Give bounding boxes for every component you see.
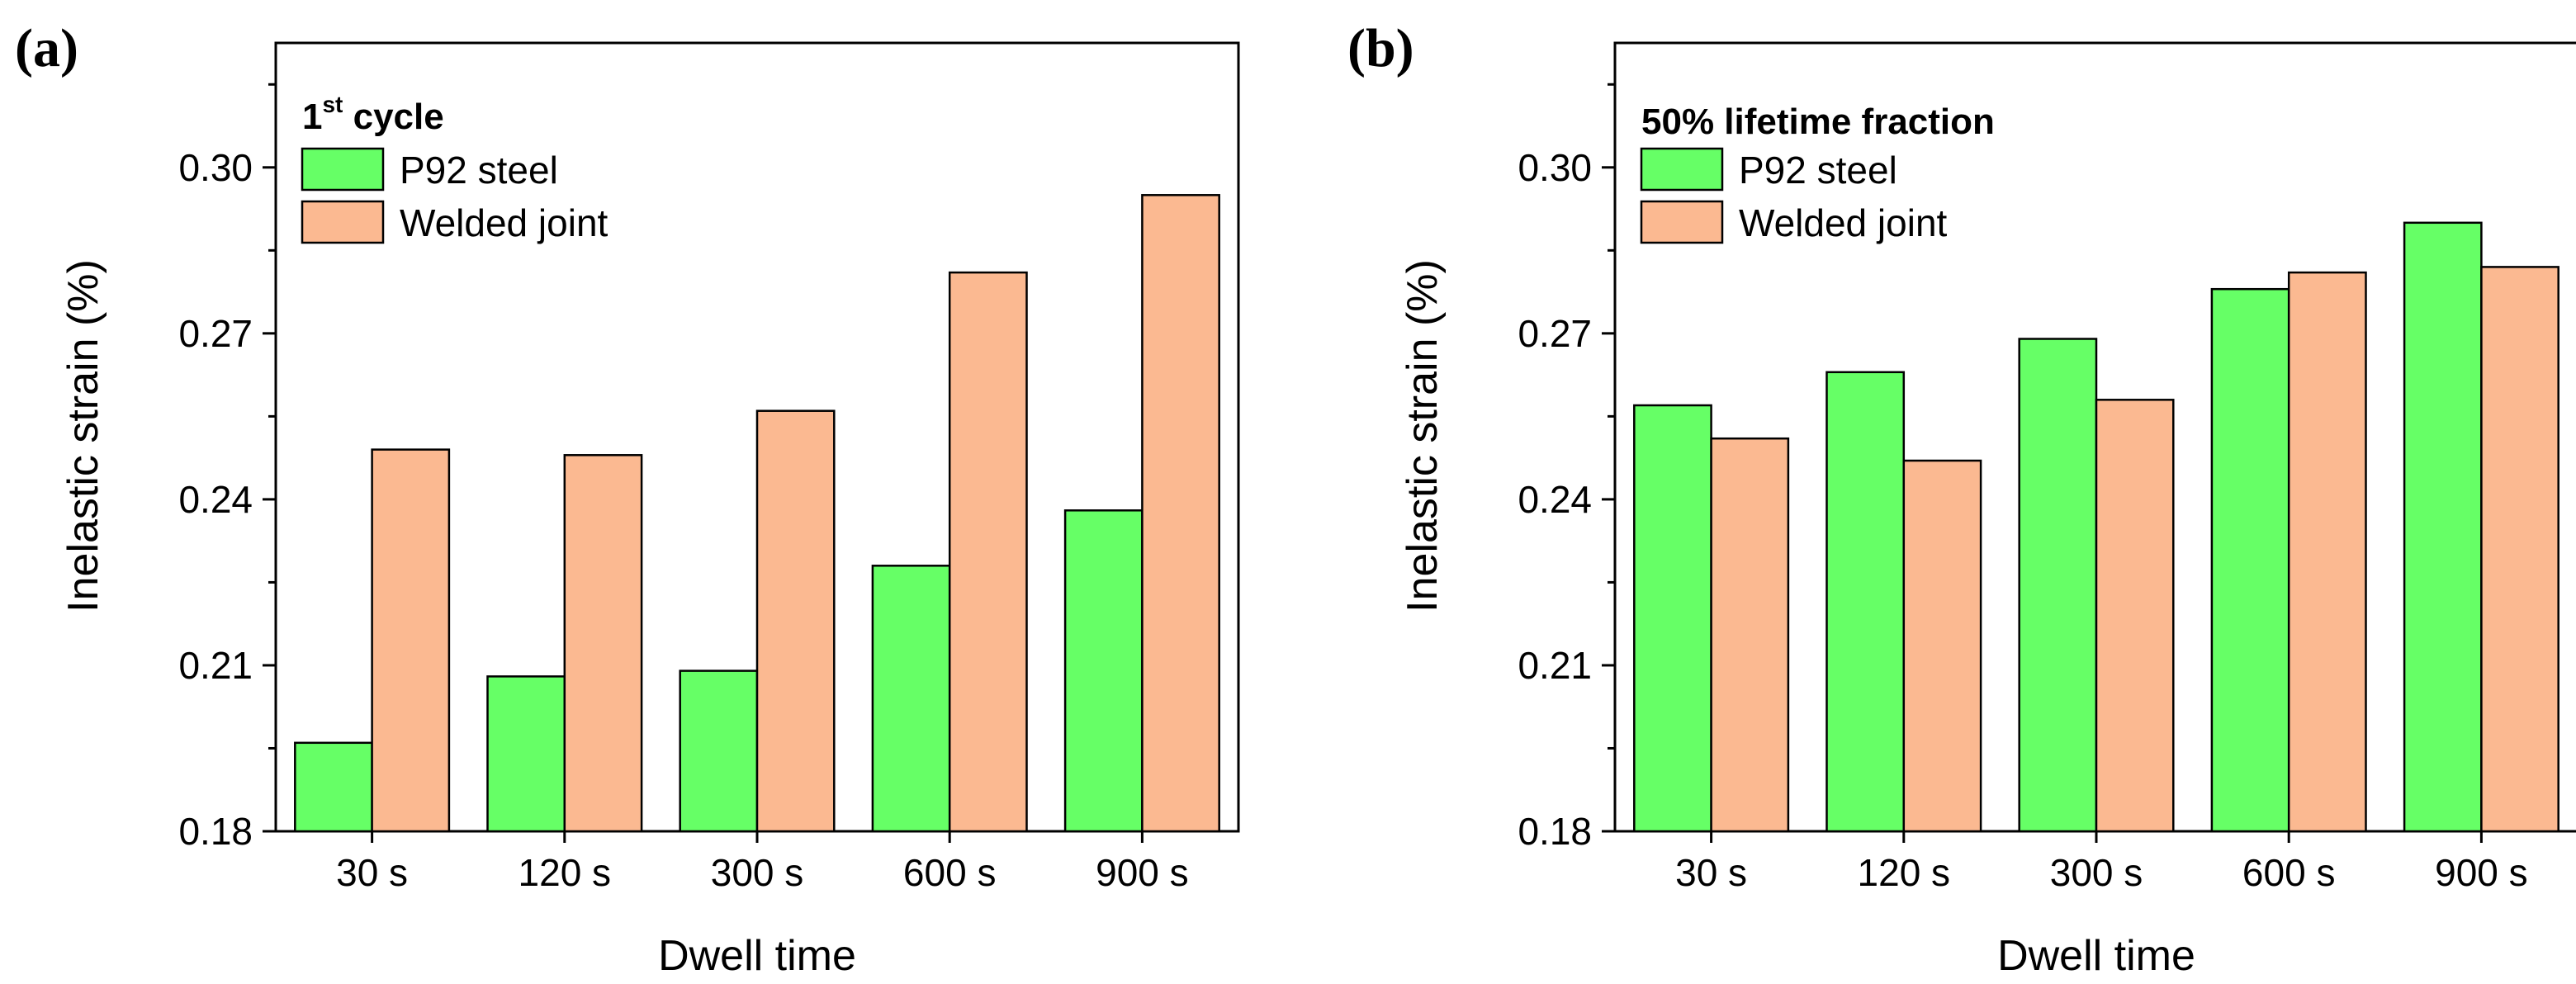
legend-swatch-welded-b	[1640, 200, 1724, 244]
panel-label-a: (a)	[15, 18, 78, 78]
legend-a: 1st cycle P92 steel Welded joint	[301, 92, 608, 244]
bar-p92-120s	[1825, 371, 1906, 833]
legend-label-welded-a: Welded joint	[400, 201, 608, 244]
legend-title-num-a: 1	[302, 97, 322, 137]
y-tick-label: 0.27	[1518, 312, 1592, 355]
bar-p92-600s	[871, 565, 951, 833]
y-tick-label: 0.27	[178, 312, 253, 355]
bar-p92-30s	[294, 741, 373, 833]
bar-welded-900s	[2480, 266, 2559, 833]
x-tick-label: 120 s	[1858, 851, 1951, 894]
bar-welded-30s	[371, 448, 451, 833]
bar-welded-120s	[563, 454, 643, 833]
legend-swatch-welded-a	[301, 200, 385, 244]
legend-title-rest-a: cycle	[343, 97, 443, 137]
bar-welded-30s	[1710, 437, 1790, 833]
y-tick-label: 0.18	[1518, 810, 1592, 853]
y-tick-label: 0.30	[178, 146, 253, 189]
x-tick-label: 300 s	[2050, 851, 2143, 894]
bar-p92-120s	[486, 675, 566, 833]
bar-welded-900s	[1141, 194, 1220, 833]
bar-welded-300s	[2095, 399, 2175, 833]
legend-b: 50% lifetime fraction P92 steel Welded j…	[1640, 102, 1995, 244]
legend-swatch-p92-b	[1640, 147, 1724, 192]
x-tick-label: 600 s	[903, 851, 997, 894]
legend-title-b: 50% lifetime fraction	[1641, 102, 1995, 142]
chart-panel-a: (a) 0.18 0.21 0.24 0.27 0.30 30 s 120 s 300 s 6…	[15, 18, 1240, 980]
y-tick-label: 0.21	[178, 644, 253, 687]
legend-label-welded-b: Welded joint	[1739, 201, 1948, 244]
legend-label-p92-b: P92 steel	[1739, 149, 1897, 192]
bars-a	[294, 194, 1220, 833]
x-tick-label: 900 s	[1096, 851, 1189, 894]
y-tick-label: 0.18	[178, 810, 253, 853]
y-axis-title-a: Inelastic strain (%)	[59, 259, 107, 613]
x-ticks-b: 30 s 120 s 300 s 600 s 900 s	[1675, 831, 2528, 894]
x-axis-title-a: Dwell time	[658, 932, 856, 980]
bar-welded-300s	[755, 409, 836, 833]
y-ticks-a: 0.18 0.21 0.24 0.27 0.30	[178, 83, 276, 853]
bar-p92-300s	[2018, 338, 2098, 833]
x-axis-title-b: Dwell time	[1997, 932, 2195, 980]
bar-welded-120s	[1902, 459, 1982, 833]
x-tick-label: 30 s	[336, 851, 408, 894]
x-tick-label: 600 s	[2242, 851, 2336, 894]
bar-welded-600s	[948, 271, 1028, 833]
legend-title-sup-a: st	[322, 92, 343, 117]
bars-b	[1633, 221, 2559, 833]
y-tick-label: 0.24	[1518, 478, 1592, 521]
y-tick-label: 0.21	[1518, 644, 1592, 687]
bar-p92-900s	[2403, 221, 2483, 833]
chart-panel-b: (b) 0.18 0.21 0.24 0.27 0.30 30 s 120 s 300 s 6…	[1347, 18, 2576, 980]
bar-p92-900s	[1063, 509, 1144, 833]
x-tick-label: 30 s	[1675, 851, 1747, 894]
x-ticks-a: 30 s 120 s 300 s 600 s 900 s	[336, 831, 1189, 894]
legend-swatch-p92-a	[301, 147, 385, 192]
y-tick-label: 0.24	[178, 478, 253, 521]
y-ticks-b: 0.18 0.21 0.24 0.27 0.30	[1518, 83, 1615, 853]
bar-p92-600s	[2210, 287, 2290, 833]
legend-label-p92-a: P92 steel	[400, 149, 558, 192]
bar-welded-600s	[2287, 271, 2367, 833]
y-axis-title-b: Inelastic strain (%)	[1399, 259, 1447, 613]
x-tick-label: 300 s	[711, 851, 804, 894]
panel-label-b: (b)	[1347, 18, 1414, 78]
bar-p92-30s	[1633, 404, 1712, 833]
y-tick-label: 0.30	[1518, 146, 1592, 189]
bar-p92-300s	[679, 669, 759, 833]
x-tick-label: 900 s	[2435, 851, 2528, 894]
legend-title-a: 1st cycle	[302, 92, 444, 137]
x-tick-label: 120 s	[519, 851, 612, 894]
